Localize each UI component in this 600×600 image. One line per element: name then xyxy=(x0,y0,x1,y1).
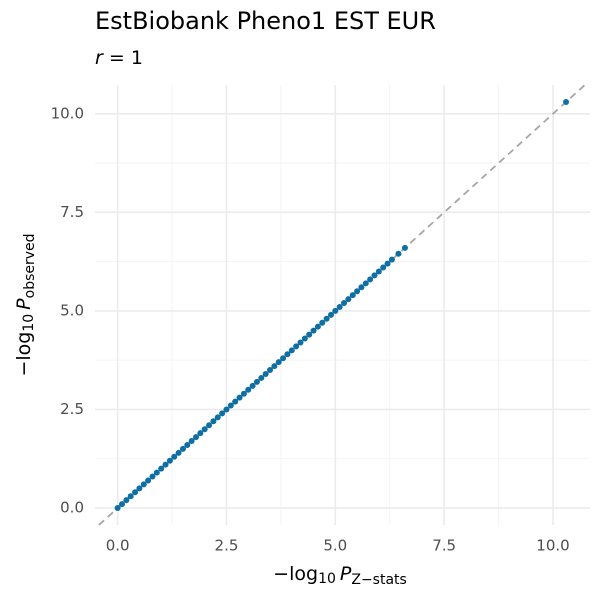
y-label-part: P xyxy=(13,298,35,310)
x-axis-label: −log10 PZ−stats xyxy=(273,563,407,589)
y-tick-label: 7.5 xyxy=(60,203,84,221)
point xyxy=(197,430,204,437)
point xyxy=(280,355,287,362)
point xyxy=(136,485,143,492)
y-tick-label: 5.0 xyxy=(60,301,84,319)
point xyxy=(262,370,269,377)
point xyxy=(153,469,160,476)
point xyxy=(362,280,369,287)
point xyxy=(253,378,260,385)
y-tick-label: 0.0 xyxy=(60,499,84,517)
point xyxy=(245,386,252,393)
point xyxy=(306,331,313,338)
point xyxy=(118,501,125,508)
x-tick-label: 10.0 xyxy=(536,537,569,555)
point xyxy=(371,272,378,279)
point xyxy=(310,327,317,334)
x-label-part: Z−stats xyxy=(351,572,406,588)
y-label-part: −log xyxy=(13,332,35,377)
point xyxy=(175,449,182,456)
point xyxy=(145,477,152,484)
point xyxy=(236,394,243,401)
x-tick-label: 2.5 xyxy=(215,537,239,555)
point xyxy=(240,390,247,397)
y-axis-label: −log10 Pobserved xyxy=(13,233,39,376)
point xyxy=(288,347,295,354)
point xyxy=(367,276,374,283)
point xyxy=(275,359,282,366)
point xyxy=(388,256,395,263)
point xyxy=(179,445,186,452)
point xyxy=(184,441,191,448)
point xyxy=(206,422,213,429)
y-label-part: 10 xyxy=(21,314,37,332)
x-tick-label: 5.0 xyxy=(323,537,347,555)
point xyxy=(227,402,234,409)
point xyxy=(332,307,339,314)
point xyxy=(162,461,169,468)
point xyxy=(166,457,173,464)
point xyxy=(401,244,408,251)
point xyxy=(384,260,391,267)
point xyxy=(127,493,134,500)
point xyxy=(284,351,291,358)
x-label-part: −log xyxy=(273,563,318,585)
y-tick-label: 10.0 xyxy=(51,104,84,122)
point xyxy=(258,374,265,381)
point xyxy=(380,264,387,271)
point xyxy=(327,311,334,318)
point xyxy=(214,414,221,421)
point xyxy=(149,473,156,480)
point xyxy=(349,292,356,299)
point xyxy=(301,335,308,342)
x-tick-label: 0.0 xyxy=(106,537,130,555)
point xyxy=(375,268,382,275)
point xyxy=(267,367,274,374)
chart-title: EstBiobank Pheno1 EST EUR xyxy=(95,7,436,35)
point xyxy=(563,98,570,105)
point xyxy=(271,363,278,370)
y-tick-label: 2.5 xyxy=(60,400,84,418)
point xyxy=(188,438,195,445)
x-label-part: P xyxy=(340,563,352,585)
point xyxy=(232,398,239,405)
point xyxy=(193,434,200,441)
subtitle-var: r xyxy=(95,47,104,69)
point xyxy=(171,453,178,460)
point xyxy=(358,284,365,291)
x-tick-label: 7.5 xyxy=(432,537,456,555)
point xyxy=(201,426,208,433)
point xyxy=(395,250,402,257)
point xyxy=(354,288,361,295)
x-label-part: 10 xyxy=(318,571,336,587)
point xyxy=(345,296,352,303)
point xyxy=(158,465,165,472)
y-label-part: observed xyxy=(22,233,38,298)
point xyxy=(314,323,321,330)
point xyxy=(297,339,304,346)
point xyxy=(336,303,343,310)
point xyxy=(223,406,230,413)
point xyxy=(219,410,226,417)
point xyxy=(210,418,217,425)
point xyxy=(249,382,256,389)
point xyxy=(140,481,147,488)
point xyxy=(293,343,300,350)
point xyxy=(319,319,326,326)
point xyxy=(132,489,139,496)
chart-subtitle: r = 1 xyxy=(95,47,143,69)
point xyxy=(323,315,330,322)
point xyxy=(114,505,121,512)
point xyxy=(341,300,348,307)
point xyxy=(123,497,130,504)
subtitle-value: = 1 xyxy=(109,47,143,69)
